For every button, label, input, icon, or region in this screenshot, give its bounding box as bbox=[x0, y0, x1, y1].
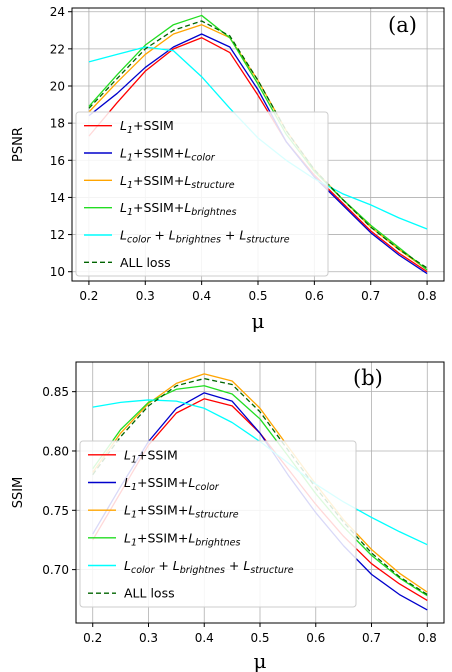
legend-label-5: Lcolor + Lbrightnes + Lstructure bbox=[124, 558, 294, 576]
series-line-1 bbox=[88, 37, 428, 273]
y-tick-label: 20 bbox=[50, 80, 65, 94]
x-axis-label: μ bbox=[252, 309, 265, 333]
x-axis-label: μ bbox=[254, 649, 267, 672]
legend-label-4: L1+SSIM+Lbrightnes bbox=[120, 200, 236, 218]
legend-box bbox=[79, 440, 357, 608]
legend: L1+SSIM L1+SSIM+Lcolor L1+SSIM+Lstructure L… bbox=[79, 440, 357, 608]
series-line-6 bbox=[88, 20, 428, 269]
legend-label-1: L1+SSIM bbox=[120, 118, 174, 136]
y-axis-label: SSIM bbox=[11, 477, 26, 509]
legend-label-3: L1+SSIM+Lstructure bbox=[120, 173, 235, 191]
series-line-4 bbox=[88, 14, 428, 271]
legend-label-2: L1+SSIM+Lcolor bbox=[124, 475, 220, 493]
legend-label-6: ALL loss bbox=[124, 586, 175, 601]
x-tick-label: 0.2 bbox=[83, 631, 102, 645]
y-tick-label: 0.85 bbox=[42, 385, 69, 399]
x-tick-label: 0.3 bbox=[139, 631, 158, 645]
y-tick-label: 0.70 bbox=[42, 563, 69, 577]
y-tick-label: 0.80 bbox=[42, 444, 69, 458]
x-tick-label: 0.5 bbox=[248, 289, 267, 303]
x-tick-label: 0.5 bbox=[250, 631, 269, 645]
x-tick-label: 0.2 bbox=[79, 289, 98, 303]
legend: L1+SSIM L1+SSIM+Lcolor L1+SSIM+Lstructure L… bbox=[75, 111, 329, 277]
y-tick-label: 12 bbox=[50, 228, 65, 242]
series-line-2 bbox=[88, 33, 428, 275]
series-line-4 bbox=[92, 385, 428, 597]
legend-label-2: L1+SSIM+Lcolor bbox=[120, 146, 216, 164]
x-tick-label: 0.4 bbox=[195, 631, 214, 645]
y-axis-label: PSNR bbox=[11, 127, 26, 162]
legend-label-1: L1+SSIM bbox=[124, 447, 178, 465]
chart-panel-b: 0.2 0.3 0.4 0.5 0.6 0.7 0.8 0.70 0.75 0.80 0.85 μ SS… bbox=[11, 361, 445, 672]
x-tick-label: 0.7 bbox=[361, 289, 380, 303]
y-tick-label: 16 bbox=[50, 154, 65, 168]
legend-label-6: ALL loss bbox=[120, 255, 171, 270]
y-tick-label: 0.75 bbox=[42, 504, 69, 518]
x-tick-label: 0.8 bbox=[418, 631, 437, 645]
x-tick-label: 0.4 bbox=[192, 289, 211, 303]
x-tick-label: 0.3 bbox=[136, 289, 155, 303]
y-tick-label: 14 bbox=[50, 191, 65, 205]
x-tick-label: 0.8 bbox=[418, 289, 437, 303]
x-tick-label: 0.6 bbox=[305, 289, 324, 303]
x-tick-label: 0.6 bbox=[306, 631, 325, 645]
legend-label-4: L1+SSIM+Lbrightnes bbox=[124, 530, 240, 548]
legend-label-5: Lcolor + Lbrightnes + Lstructure bbox=[120, 228, 290, 246]
chart-panel-a: 0.2 0.3 0.4 0.5 0.6 0.7 0.8 10 12 14 16 18 20 22 24 μ PS… bbox=[11, 5, 445, 333]
series-line-6 bbox=[92, 377, 428, 596]
legend-box bbox=[75, 111, 329, 277]
x-tick-label: 0.7 bbox=[362, 631, 381, 645]
legend-label-3: L1+SSIM+Lstructure bbox=[124, 503, 239, 521]
y-tick-label: 18 bbox=[50, 117, 65, 131]
y-tick-label: 24 bbox=[50, 5, 65, 19]
y-tick-label: 10 bbox=[50, 265, 65, 279]
series-line-3 bbox=[92, 373, 428, 593]
panel-label: (b) bbox=[353, 366, 383, 390]
panel-label: (a) bbox=[388, 13, 417, 37]
y-tick-label: 22 bbox=[50, 42, 65, 56]
